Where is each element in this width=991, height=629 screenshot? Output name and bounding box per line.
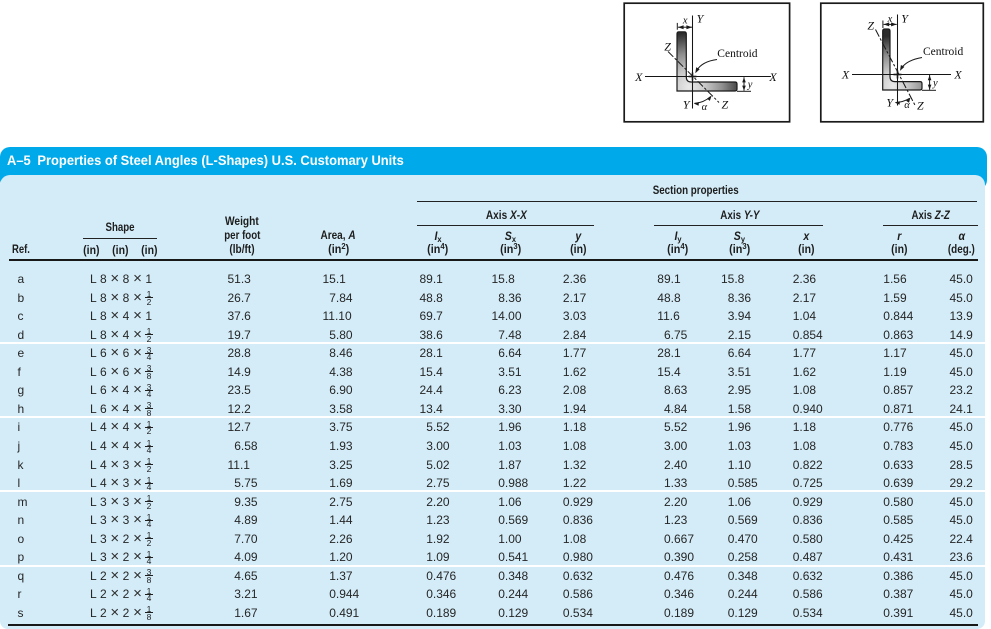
svg-text:Centroid: Centroid	[717, 48, 757, 60]
svg-text:Y: Y	[886, 95, 894, 109]
svg-text:Centroid: Centroid	[923, 46, 963, 58]
svg-text:X: X	[634, 70, 643, 84]
svg-text:y: y	[932, 78, 938, 89]
svg-text:x: x	[887, 14, 893, 25]
svg-text:Y: Y	[901, 11, 909, 25]
svg-text:X: X	[953, 67, 962, 81]
svg-text:X: X	[841, 67, 850, 81]
svg-text:Z: Z	[664, 40, 671, 54]
svg-text:Y: Y	[697, 12, 705, 26]
svg-text:Z: Z	[722, 97, 729, 111]
svg-text:α: α	[702, 102, 708, 113]
svg-text:Z: Z	[867, 19, 874, 33]
svg-text:x: x	[682, 16, 688, 27]
svg-text:Z: Z	[917, 99, 924, 113]
svg-text:α: α	[904, 100, 910, 111]
svg-text:Y: Y	[683, 97, 691, 111]
svg-text:X: X	[768, 70, 777, 84]
svg-text:y: y	[747, 79, 753, 90]
